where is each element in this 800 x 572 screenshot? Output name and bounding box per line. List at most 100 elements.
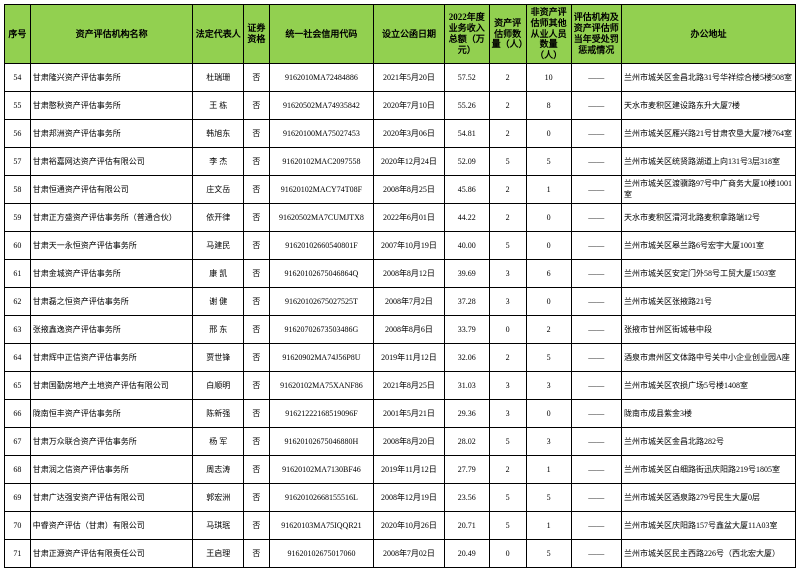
cell-pen: —— [571,63,621,91]
cell-rev: 23.56 [444,483,489,511]
cell-idx: 60 [5,231,31,259]
cell-pen: —— [571,175,621,203]
cell-code: 91620102675046880H [269,427,373,455]
cell-name: 甘肃正源资产评估有限责任公司 [30,539,193,567]
cell-cert: 否 [243,399,269,427]
col-cnt1: 资产评估师数量（人） [489,5,526,64]
cell-rev: 32.06 [444,343,489,371]
cell-rev: 55.26 [444,91,489,119]
cell-idx: 63 [5,315,31,343]
header-row: 序号 资产评估机构名称 法定代表人 证券资格 统一社会信用代码 设立公函日期 2… [5,5,796,64]
cell-cnt2: 6 [526,259,571,287]
col-pen: 评估机构及资产评估师当年受处罚惩戒情况 [571,5,621,64]
table-row: 65甘肃国勤房地产土地资产评估有限公司白顺明否91620102MA75XANF8… [5,371,796,399]
cell-addr: 陇南市成县紫金3楼 [622,399,796,427]
table-row: 59甘肃正方盛资产评估事务所（普通合伙）依开律否91620502MA7CUMJT… [5,203,796,231]
cell-idx: 58 [5,175,31,203]
cell-cert: 否 [243,511,269,539]
cell-idx: 55 [5,91,31,119]
cell-cert: 否 [243,427,269,455]
cell-idx: 61 [5,259,31,287]
table-row: 63张掖鑫逸资产评估事务所邢 东否91620702673503486G2008年… [5,315,796,343]
cell-name: 甘肃润之信资产评估事务所 [30,455,193,483]
appraisal-firms-table: 序号 资产评估机构名称 法定代表人 证券资格 统一社会信用代码 设立公函日期 2… [4,4,796,568]
cell-cnt2: 0 [526,287,571,315]
cell-rev: 44.22 [444,203,489,231]
col-date: 设立公函日期 [374,5,445,64]
cell-cnt1: 2 [489,203,526,231]
cell-code: 91620102MA7130BF46 [269,455,373,483]
table-row: 60甘肃天一永恒资产评估事务所马建民否91620102660540801F200… [5,231,796,259]
cell-rev: 40.00 [444,231,489,259]
cell-date: 2021年8月25日 [374,371,445,399]
cell-idx: 70 [5,511,31,539]
cell-rev: 28.02 [444,427,489,455]
cell-idx: 71 [5,539,31,567]
cell-pen: —— [571,539,621,567]
cell-cnt2: 1 [526,175,571,203]
table-row: 62甘肃磊之恒资产评估事务所谢 健否91620102675027525T2008… [5,287,796,315]
cell-cert: 否 [243,371,269,399]
cell-cert: 否 [243,483,269,511]
cell-rep: 杜瑞珊 [193,63,243,91]
cell-cert: 否 [243,539,269,567]
cell-code: 91620902MA74J56P8U [269,343,373,371]
cell-idx: 59 [5,203,31,231]
cell-name: 甘肃裕嘉网达资产评估有限公司 [30,147,193,175]
table-row: 55甘肃憨秋资产评估事务所王 栋否91620502MA749358422020年… [5,91,796,119]
table-row: 64甘肃辉中正信资产评估事务所贾世锋否91620902MA74J56P8U201… [5,343,796,371]
cell-pen: —— [571,287,621,315]
cell-name: 甘肃憨秋资产评估事务所 [30,91,193,119]
cell-pen: —— [571,399,621,427]
cell-cert: 否 [243,203,269,231]
cell-rep: 王 栋 [193,91,243,119]
cell-idx: 54 [5,63,31,91]
cell-code: 91620102675017060 [269,539,373,567]
cell-rep: 李 杰 [193,147,243,175]
cell-cnt1: 2 [489,119,526,147]
cell-rep: 周志涛 [193,455,243,483]
cell-date: 2007年10月19日 [374,231,445,259]
cell-cnt2: 5 [526,147,571,175]
cell-rep: 依开律 [193,203,243,231]
cell-cnt1: 5 [489,483,526,511]
cell-name: 甘肃国勤房地产土地资产评估有限公司 [30,371,193,399]
cell-date: 2022年6月01日 [374,203,445,231]
cell-date: 2008年8月20日 [374,427,445,455]
cell-cnt2: 3 [526,427,571,455]
cell-name: 中睿资产评估（甘肃）有限公司 [30,511,193,539]
cell-rep: 王启理 [193,539,243,567]
cell-rep: 白顺明 [193,371,243,399]
cell-cnt1: 2 [489,455,526,483]
cell-rep: 马建民 [193,231,243,259]
cell-cert: 否 [243,259,269,287]
cell-cert: 否 [243,119,269,147]
cell-cert: 否 [243,315,269,343]
cell-pen: —— [571,483,621,511]
cell-addr: 酒泉市肃州区文体路中号关中小企业创业园A座 [622,343,796,371]
cell-rep: 邢 东 [193,315,243,343]
cell-name: 甘肃磊之恒资产评估事务所 [30,287,193,315]
col-cnt2: 非资产评估师其他从业人员数量（人） [526,5,571,64]
cell-cert: 否 [243,175,269,203]
cell-idx: 65 [5,371,31,399]
cell-name: 甘肃辉中正信资产评估事务所 [30,343,193,371]
cell-addr: 兰州市城关区庆阳路157号鑫盆大厦11A03室 [622,511,796,539]
cell-date: 2019年11月12日 [374,455,445,483]
cell-rep: 郭宏洲 [193,483,243,511]
cell-code: 91620502MA7CUMJTX8 [269,203,373,231]
cell-code: 91620102668155516L [269,483,373,511]
cell-rev: 52.09 [444,147,489,175]
cell-idx: 68 [5,455,31,483]
cell-rep: 马琪珉 [193,511,243,539]
table-row: 61甘肃金城资产评估事务所康 凯否91620102675046864Q2008年… [5,259,796,287]
cell-code: 91620102MAC2097558 [269,147,373,175]
cell-date: 2019年11月12日 [374,343,445,371]
cell-addr: 兰州市城关区渡骥路97号中广商务大厦10楼1001室 [622,175,796,203]
cell-code: 91620103MA75IQQR21 [269,511,373,539]
cell-cnt2: 0 [526,119,571,147]
cell-code: 9162010MA72484886 [269,63,373,91]
cell-rep: 陈新强 [193,399,243,427]
col-cert: 证券资格 [243,5,269,64]
cell-date: 2020年3月06日 [374,119,445,147]
